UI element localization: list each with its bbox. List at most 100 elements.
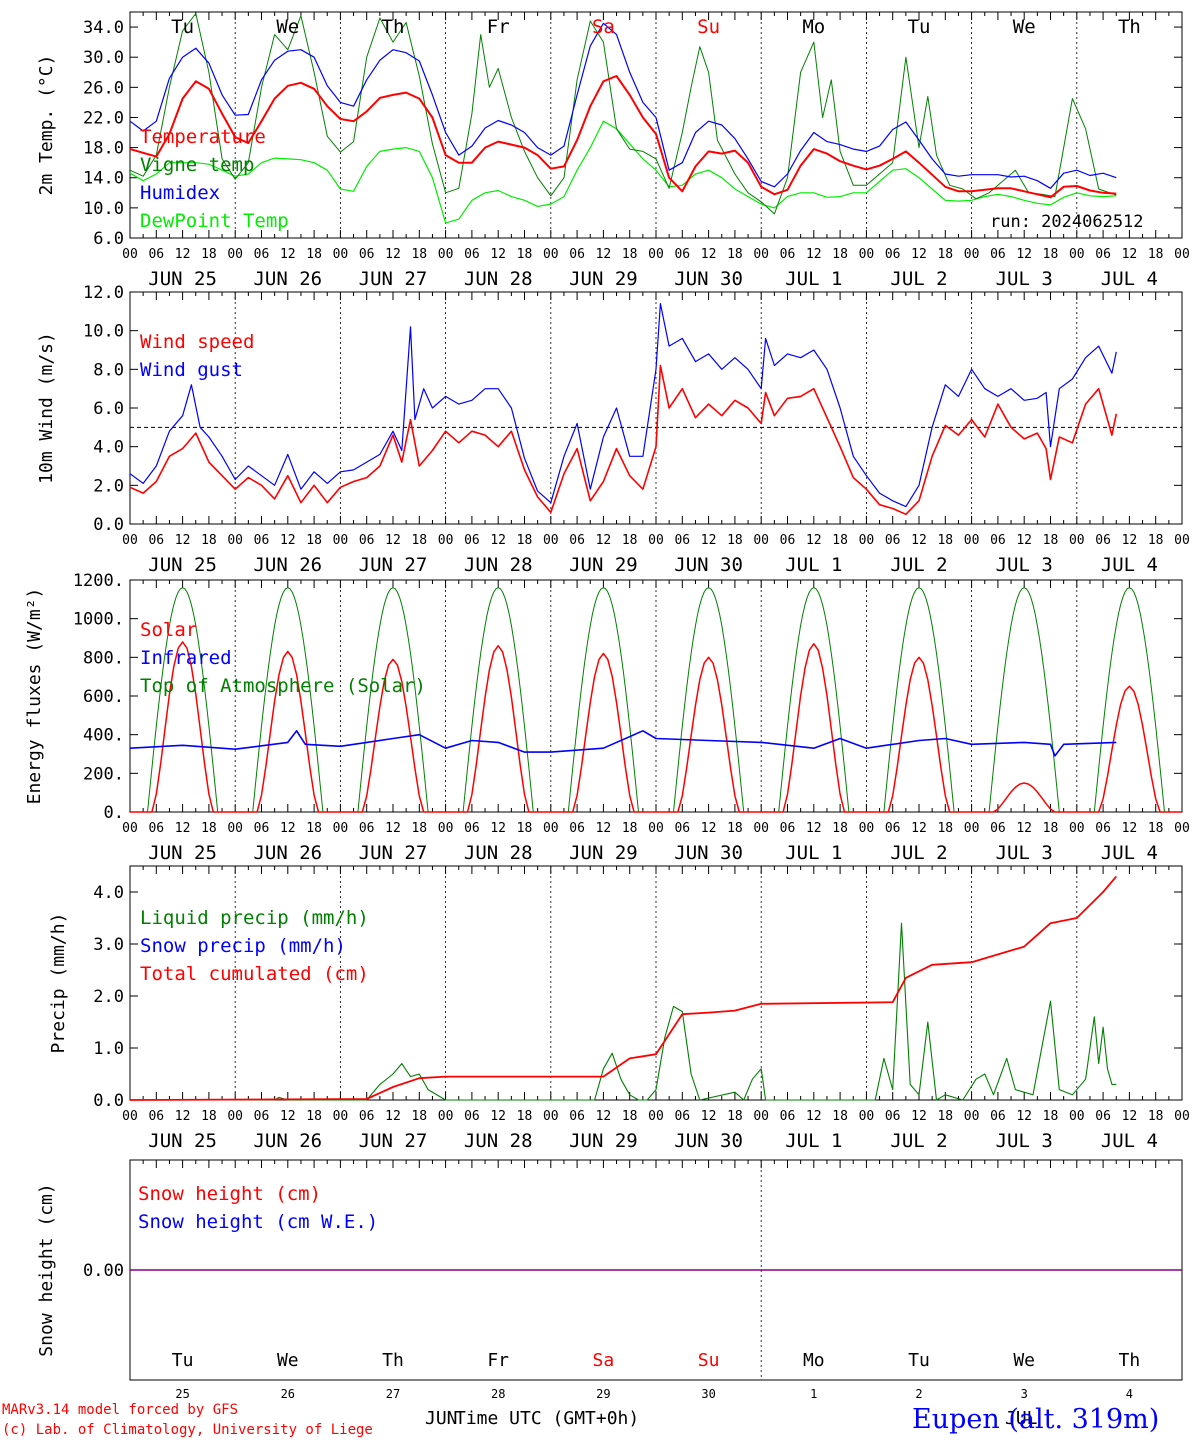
hour-tick-label: 12	[806, 821, 822, 836]
hour-tick-label: 00	[1174, 821, 1190, 836]
hour-tick-label: 18	[622, 247, 638, 262]
hour-tick-label: 18	[832, 821, 848, 836]
day-number-label: 30	[701, 1387, 715, 1401]
hour-tick-label: 00	[964, 821, 980, 836]
hour-tick-label: 12	[280, 1109, 296, 1124]
hour-tick-label: 06	[1095, 533, 1111, 548]
y-tick-label: 34.0	[83, 18, 124, 38]
day-label: JUL 3	[996, 268, 1053, 290]
y-tick-label: 3.0	[93, 935, 124, 955]
hour-tick-label: 18	[622, 533, 638, 548]
hour-tick-label: 06	[148, 533, 164, 548]
weekday-label: Th	[382, 16, 405, 38]
hour-tick-label: 18	[1148, 821, 1164, 836]
hour-tick-label: 12	[490, 247, 506, 262]
day-label: JUN 27	[359, 268, 428, 290]
weekday-label: Sa	[593, 1350, 615, 1371]
weekday-label: We	[1013, 16, 1036, 38]
hour-tick-label: 00	[753, 247, 769, 262]
hour-tick-label: 18	[1148, 247, 1164, 262]
hour-tick-label: 18	[937, 533, 953, 548]
y-tick-label: 10.0	[83, 322, 124, 342]
day-label: JUN 25	[148, 268, 217, 290]
hour-tick-label: 00	[122, 1109, 138, 1124]
snow-legend-height: Snow height (cm)	[138, 1183, 321, 1205]
hour-tick-label: 00	[543, 821, 559, 836]
precip-legend-liquid: Liquid precip (mm/h)	[140, 907, 369, 929]
day-label: JUN 30	[674, 268, 743, 290]
precip-legend-total: Total cumulated (cm)	[140, 963, 369, 985]
hour-tick-label: 06	[1095, 821, 1111, 836]
hour-tick-label: 12	[385, 1109, 401, 1124]
hour-tick-label: 12	[490, 533, 506, 548]
hour-tick-label: 06	[464, 821, 480, 836]
hour-tick-label: 12	[701, 533, 717, 548]
hour-tick-label: 12	[175, 1109, 191, 1124]
hour-tick-label: 06	[780, 1109, 796, 1124]
snow-legend-we: Snow height (cm W.E.)	[138, 1211, 378, 1233]
month-label-jul: JUL	[1005, 1408, 1038, 1429]
hour-tick-label: 00	[1069, 821, 1085, 836]
wind-gust-line	[129, 303, 1117, 508]
wind-y-label: 10m Wind (m/s)	[36, 332, 57, 484]
hour-tick-label: 00	[1069, 1109, 1085, 1124]
y-tick-label: 6.0	[93, 399, 124, 419]
day-label: JUN 25	[148, 554, 217, 576]
day-label: JUL 4	[1101, 1130, 1158, 1152]
hour-tick-label: 00	[1069, 533, 1085, 548]
snow-y-label: Snow height (cm)	[36, 1183, 57, 1356]
day-label: JUN 30	[674, 554, 743, 576]
hour-tick-label: 06	[254, 1109, 270, 1124]
day-label: JUL 4	[1101, 842, 1158, 864]
wind-legend-gust: Wind gust	[140, 359, 243, 381]
hour-tick-label: 06	[990, 1109, 1006, 1124]
hour-tick-label: 06	[885, 1109, 901, 1124]
hour-tick-label: 18	[201, 1109, 217, 1124]
hour-tick-label: 06	[254, 821, 270, 836]
y-tick-label: 0.0	[93, 515, 124, 535]
panel-frames	[129, 11, 1183, 1381]
day-label: JUN 26	[253, 268, 322, 290]
hour-tick-label: 12	[490, 1109, 506, 1124]
hour-tick-label: 00	[543, 1109, 559, 1124]
hour-tick-label: 06	[569, 1109, 585, 1124]
hour-tick-label: 12	[175, 821, 191, 836]
energy-legend-toa: Top of Atmosphere (Solar)	[140, 675, 426, 697]
y-tick-label: 0.	[104, 803, 124, 823]
hour-tick-label: 12	[175, 533, 191, 548]
hour-tick-label: 06	[990, 821, 1006, 836]
day-label: JUN 28	[464, 554, 533, 576]
hour-tick-label: 00	[227, 247, 243, 262]
hour-tick-label: 00	[122, 821, 138, 836]
hour-tick-label: 18	[1148, 1109, 1164, 1124]
weekday-label: We	[276, 16, 299, 38]
hour-tick-label: 00	[859, 247, 875, 262]
dewpoint-line	[129, 120, 1117, 224]
footer-model: MARv3.14 model forced by GFS	[2, 1402, 238, 1418]
hour-tick-label: 12	[1016, 247, 1032, 262]
hour-tick-label: 06	[359, 247, 375, 262]
hour-tick-label: 18	[306, 533, 322, 548]
hour-tick-label: 06	[569, 821, 585, 836]
hour-tick-label: 06	[674, 247, 690, 262]
hour-tick-label: 00	[543, 247, 559, 262]
day-number-label: 28	[491, 1387, 505, 1401]
footer-lab: (c) Lab. of Climatology, University of L…	[2, 1422, 373, 1438]
weekday-label: Tu	[172, 1350, 194, 1371]
hour-tick-label: 12	[596, 821, 612, 836]
hour-tick-label: 00	[648, 1109, 664, 1124]
y-tick-label: 26.0	[83, 78, 124, 98]
hour-tick-label: 12	[911, 247, 927, 262]
hour-tick-label: 06	[885, 247, 901, 262]
y-tick-label: 1200.	[73, 571, 124, 591]
wind-legend-speed: Wind speed	[140, 331, 254, 353]
hour-tick-label: 06	[780, 247, 796, 262]
energy-y-label: Energy fluxes (W/m²)	[24, 588, 45, 805]
day-number-label: 25	[175, 1387, 189, 1401]
y-tick-label: 600.	[83, 687, 124, 707]
hour-tick-label: 06	[1095, 1109, 1111, 1124]
hour-tick-label: 12	[490, 821, 506, 836]
weekday-label: Th	[1118, 16, 1141, 38]
hour-tick-label: 12	[806, 247, 822, 262]
